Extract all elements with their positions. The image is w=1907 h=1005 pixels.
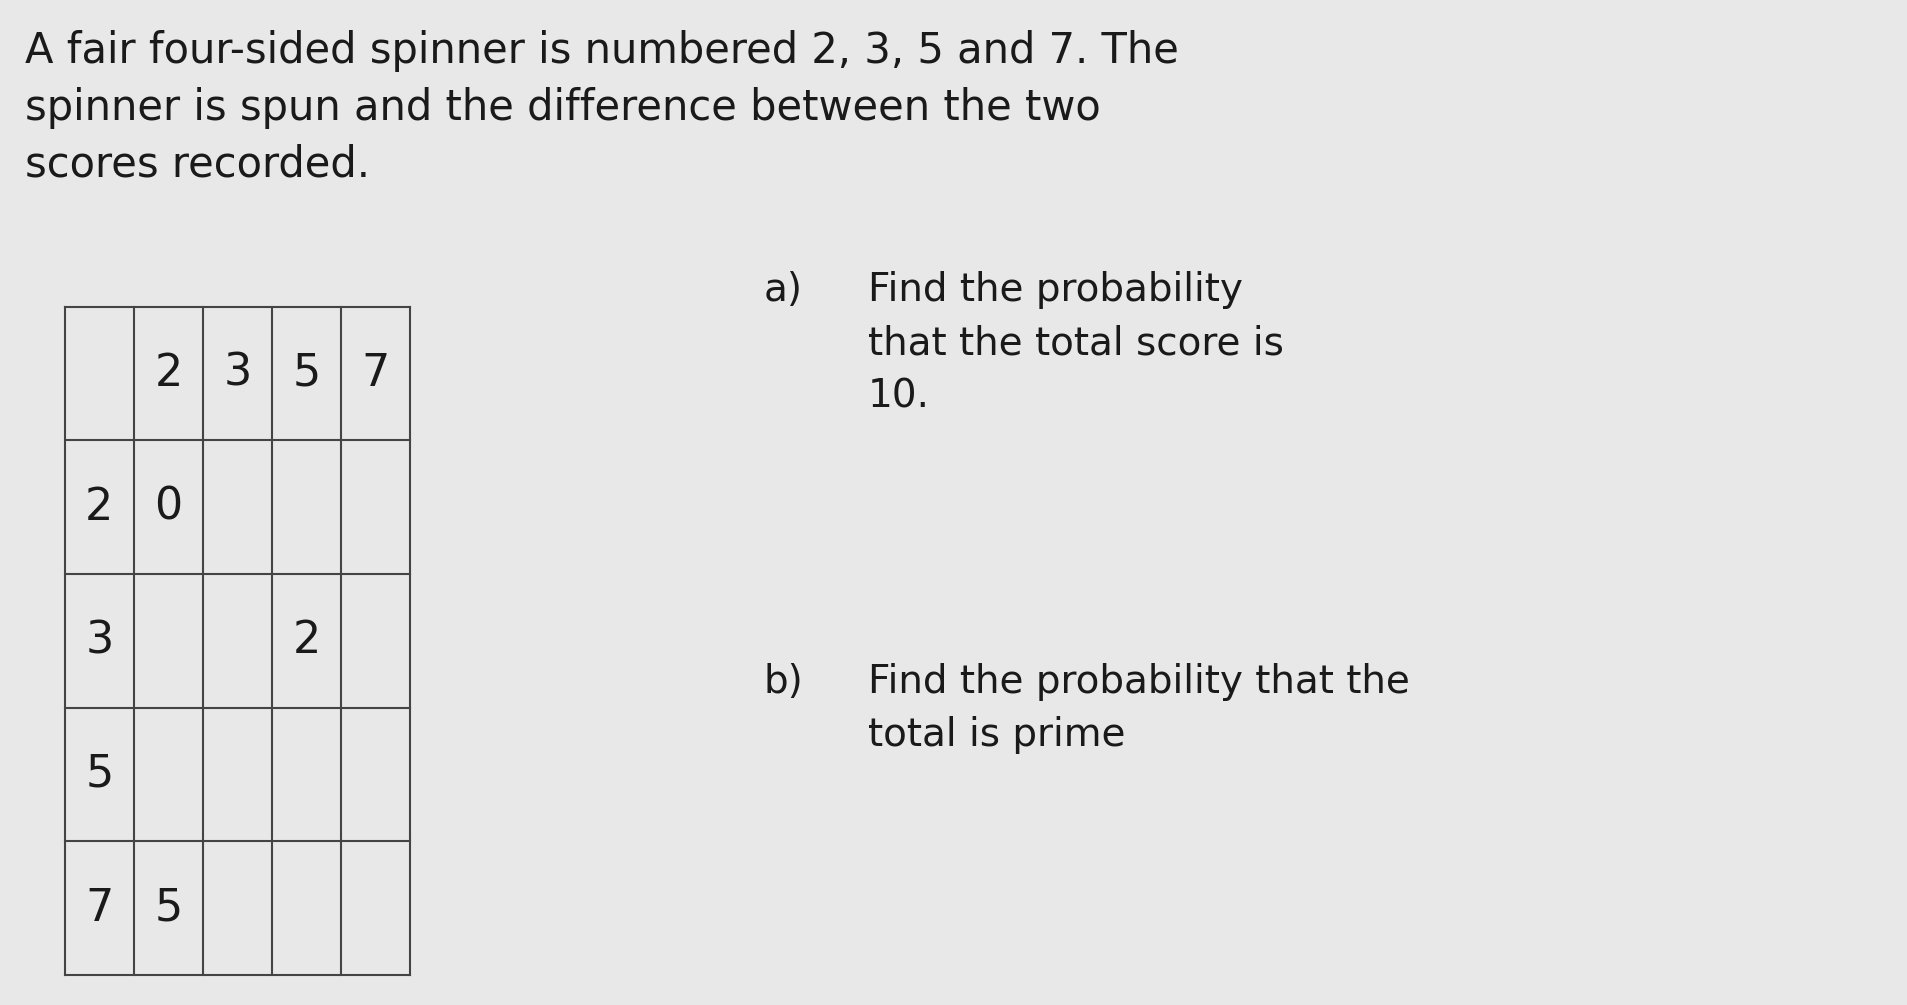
Text: 2: 2 [154, 352, 183, 395]
Text: 5: 5 [86, 753, 114, 796]
Text: 0: 0 [154, 485, 183, 529]
Text: 2: 2 [86, 485, 114, 529]
Text: Find the probability that the
total is prime: Find the probability that the total is p… [868, 663, 1409, 755]
Text: 5: 5 [154, 886, 183, 930]
Text: 3: 3 [223, 352, 252, 395]
Text: a): a) [763, 271, 801, 310]
Text: 7: 7 [86, 886, 114, 930]
Text: 5: 5 [292, 352, 320, 395]
Text: Find the probability
that the total score is
10.: Find the probability that the total scor… [868, 271, 1283, 415]
Text: 7: 7 [360, 352, 389, 395]
Text: A fair four-sided spinner is numbered 2, 3, 5 and 7. The
spinner is spun and the: A fair four-sided spinner is numbered 2,… [25, 30, 1179, 186]
Text: b): b) [763, 663, 803, 701]
Text: 2: 2 [292, 619, 320, 662]
Text: 3: 3 [86, 619, 114, 662]
